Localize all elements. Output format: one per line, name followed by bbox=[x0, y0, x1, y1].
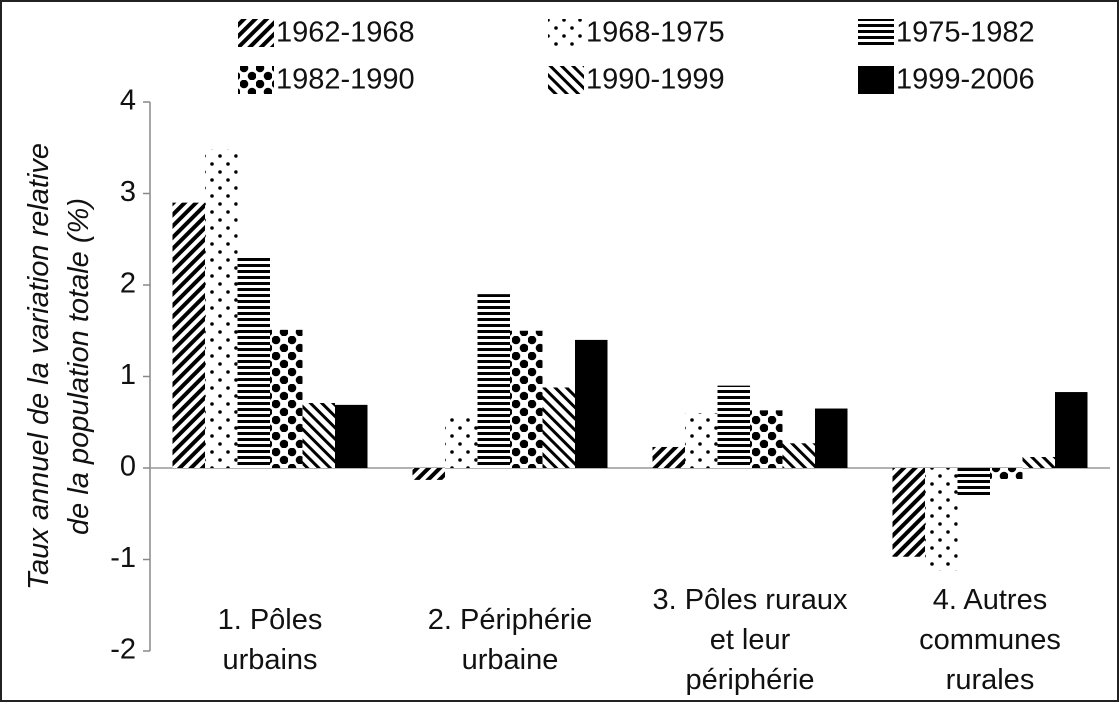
legend-label: 1975-1982 bbox=[896, 17, 1035, 49]
bar bbox=[510, 330, 543, 468]
legend-swatch bbox=[238, 66, 274, 94]
y-axis-label-line: Taux annuel de la variation relative bbox=[23, 143, 55, 590]
y-tick-label: 4 bbox=[120, 85, 136, 117]
x-tick-label-line: rurales bbox=[946, 664, 1035, 696]
x-tick-label-line: et leur bbox=[710, 624, 791, 656]
legend-label: 1962-1968 bbox=[276, 17, 415, 49]
y-tick-label: -1 bbox=[110, 542, 136, 574]
bar bbox=[1022, 457, 1055, 468]
y-axis-label-line: de la population totale (%) bbox=[63, 198, 95, 535]
bar bbox=[445, 414, 478, 468]
x-tick-label-line: 2. Périphérie bbox=[428, 604, 592, 636]
bar bbox=[990, 468, 1023, 479]
legend-swatch bbox=[548, 19, 584, 47]
legend-label: 1990-1999 bbox=[586, 64, 725, 96]
bar bbox=[925, 468, 958, 571]
x-tick-label: 1. Pôles urbains bbox=[218, 604, 323, 676]
y-tick-label: 2 bbox=[120, 268, 136, 300]
legend-label: 1999-2006 bbox=[896, 64, 1035, 96]
legend-swatch bbox=[548, 66, 584, 94]
legend-swatch bbox=[858, 66, 894, 94]
bar bbox=[750, 410, 783, 468]
x-tick-label-line: urbaine bbox=[462, 644, 559, 676]
bar bbox=[575, 339, 608, 468]
legend-swatch bbox=[858, 19, 894, 47]
bar bbox=[270, 329, 303, 468]
y-tick-label: 0 bbox=[120, 451, 136, 483]
legend-label: 1968-1975 bbox=[586, 17, 725, 49]
bar bbox=[717, 385, 750, 468]
x-tick-label: 3. Pôles ruraux et leur périphérie bbox=[652, 584, 848, 696]
bar bbox=[1055, 392, 1088, 468]
bar bbox=[335, 404, 368, 468]
x-tick-label: 4. Autres communes rurales bbox=[919, 584, 1061, 696]
bar bbox=[412, 468, 445, 480]
bar bbox=[477, 294, 510, 468]
x-tick-label-line: périphérie bbox=[686, 664, 815, 696]
x-tick-label-line: 4. Autres bbox=[933, 584, 1047, 616]
bar bbox=[957, 468, 990, 498]
bar bbox=[205, 149, 238, 468]
bar bbox=[892, 468, 925, 557]
legend-swatch bbox=[238, 19, 274, 47]
x-tick-label-line: 3. Pôles ruraux bbox=[652, 584, 848, 616]
bar bbox=[172, 202, 205, 468]
y-tick-label: 1 bbox=[120, 359, 136, 391]
x-tick-label-line: 1. Pôles bbox=[218, 604, 323, 636]
bar bbox=[685, 413, 718, 468]
bar bbox=[782, 443, 815, 468]
y-axis-label: Taux annuel de la variation relative de l… bbox=[23, 143, 95, 590]
legend-label: 1982-1990 bbox=[276, 64, 415, 96]
y-tick-label: 3 bbox=[120, 176, 136, 208]
bar bbox=[815, 408, 848, 468]
bar bbox=[652, 446, 685, 468]
bar bbox=[302, 403, 335, 468]
x-tick-label-line: urbains bbox=[222, 644, 317, 676]
y-tick-label: -2 bbox=[110, 634, 136, 666]
bar bbox=[542, 387, 575, 468]
x-tick-label: 2. Périphérie urbaine bbox=[428, 604, 592, 676]
bar bbox=[237, 257, 270, 468]
x-tick-label-line: communes bbox=[919, 624, 1061, 656]
